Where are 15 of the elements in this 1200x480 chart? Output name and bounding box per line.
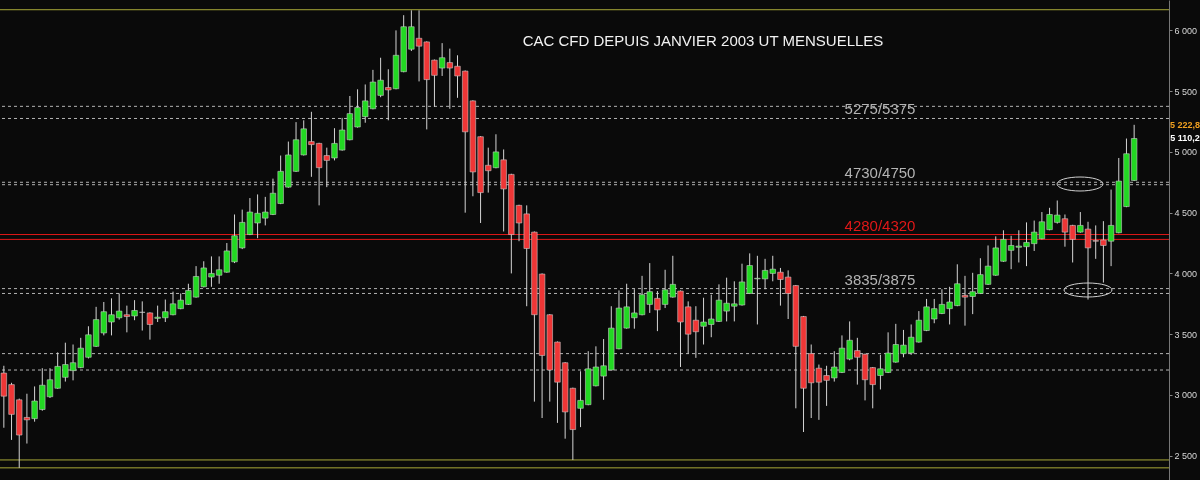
y-tick-label: 4 000	[1174, 268, 1198, 279]
ref-line-label: 4730/4750	[844, 164, 916, 182]
ref-line-label: 3835/3875	[844, 270, 916, 288]
y-tick-label: 3 500	[1174, 329, 1198, 340]
y-tick-label: 5 000	[1174, 147, 1198, 158]
ref-line-label: 5275/5375	[844, 100, 916, 118]
text: 5 222,8	[1169, 120, 1200, 130]
text: CAC CFD DEPUIS JANVIER 2003 UT MENSUELLES	[522, 32, 884, 49]
y-tick-label: 2 500	[1174, 451, 1198, 462]
y-tick-label: 4 500	[1174, 208, 1198, 219]
y-tick-label: 3 000	[1174, 390, 1198, 401]
ref-line-label: 4280/4320	[844, 216, 916, 234]
y-tick-label: 5 500	[1174, 86, 1198, 97]
text: 5 110,2	[1170, 133, 1200, 143]
y-tick-label: 6 000	[1174, 25, 1198, 36]
